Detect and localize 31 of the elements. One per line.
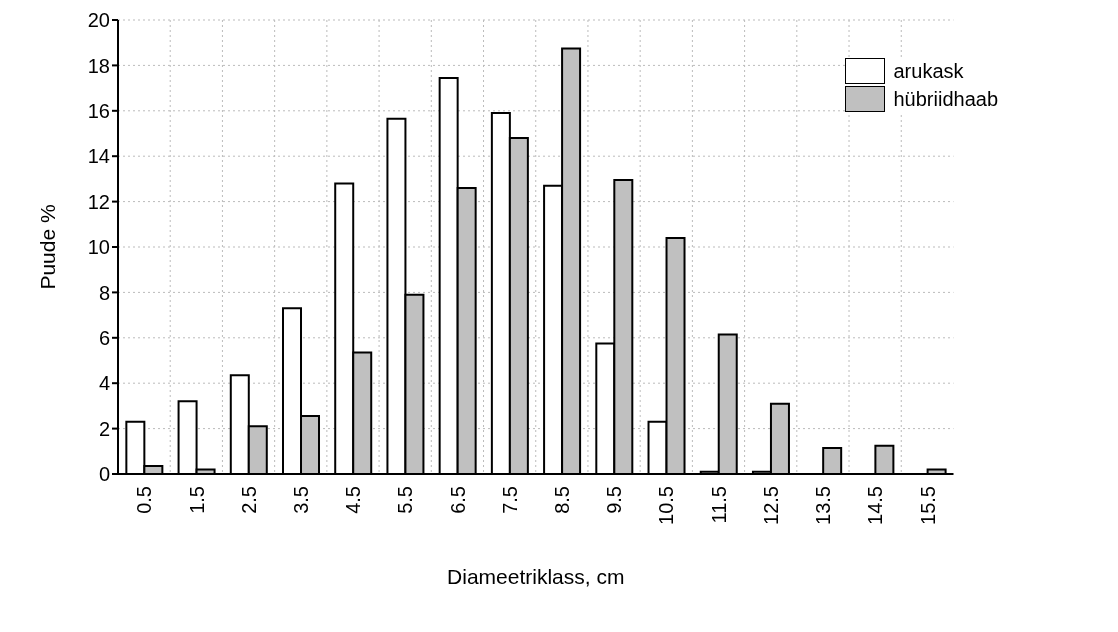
x-tick-label: 5.5 [394, 486, 417, 514]
x-tick-label: 9.5 [603, 486, 626, 514]
y-tick-label: 16 [87, 99, 110, 122]
y-tick-label: 4 [98, 372, 110, 395]
x-tick-label: 4.5 [342, 486, 365, 514]
x-tick-label: 0.5 [133, 486, 156, 514]
y-tick-label: 6 [98, 326, 110, 349]
x-tick-label: 2.5 [237, 486, 260, 514]
x-axis-title: Diameetriklass, cm [447, 565, 625, 588]
x-tick-label: 1.5 [185, 486, 208, 514]
x-tick-label: 10.5 [655, 486, 678, 525]
y-tick-label: 14 [87, 145, 110, 168]
y-axis-title: Puude % [36, 204, 60, 290]
legend-label: hübriidhaab [893, 87, 998, 111]
x-tick-label: 15.5 [916, 486, 939, 525]
legend-label: arukask [893, 59, 964, 83]
y-tick-label: 12 [87, 190, 110, 213]
x-tick-label: 14.5 [864, 486, 887, 525]
x-tick-label: 12.5 [759, 486, 782, 525]
y-tick-label: 20 [87, 9, 110, 32]
y-tick-label: 8 [98, 281, 110, 304]
x-tick-label: 3.5 [289, 486, 312, 514]
y-tick-label: 0 [98, 463, 110, 486]
x-tick-label: 6.5 [446, 486, 469, 514]
x-tick-label: 8.5 [551, 486, 574, 514]
x-tick-label: 11.5 [707, 486, 730, 524]
x-tick-label: 7.5 [498, 486, 521, 514]
y-tick-label: 10 [87, 236, 110, 259]
y-tick-label: 18 [87, 54, 110, 77]
y-tick-label: 2 [98, 417, 110, 440]
x-tick-label: 13.5 [812, 486, 835, 525]
